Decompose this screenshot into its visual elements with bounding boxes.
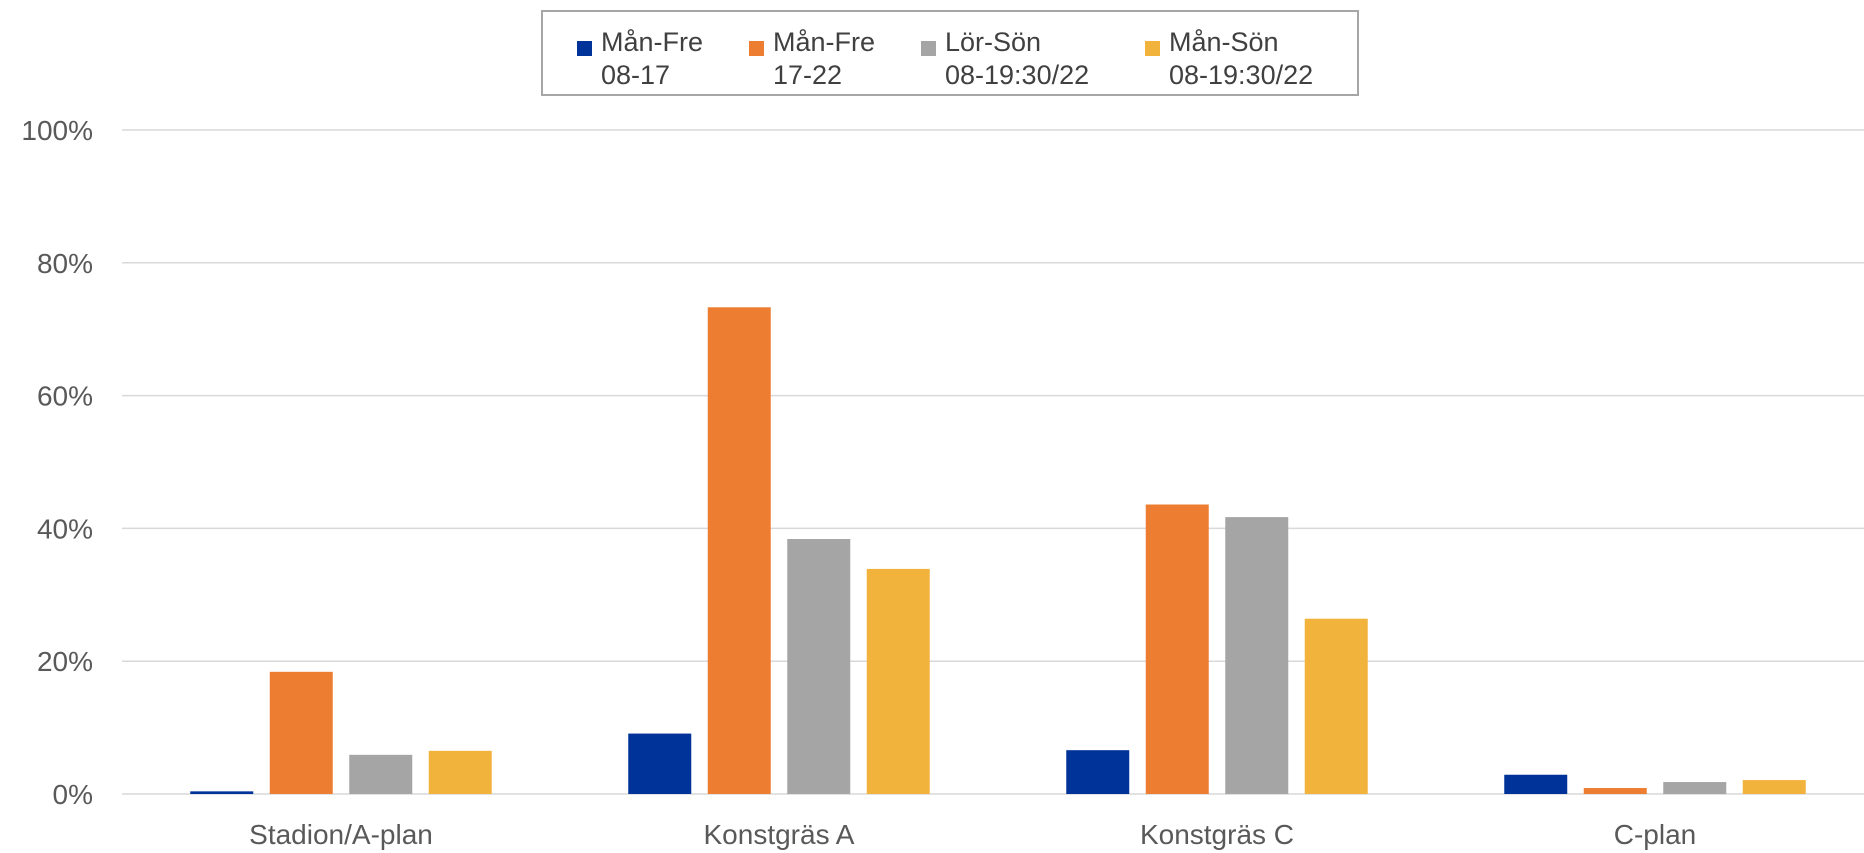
- bar: [787, 539, 851, 794]
- legend-label-series-1: Mån-Fre 08-17: [601, 27, 704, 90]
- y-tick-label: 60%: [37, 381, 93, 412]
- x-category-label: Stadion/A-plan: [249, 819, 433, 850]
- legend-swatch-series-3: [921, 41, 936, 56]
- y-tick-label: 100%: [21, 115, 93, 146]
- bar: [1504, 774, 1568, 794]
- chart-legend: Mån-Fre 08-17 Mån-Fre 17-22 Lör-Sön 08-1…: [541, 10, 1359, 96]
- y-tick-label: 80%: [37, 248, 93, 279]
- bar: [1304, 618, 1368, 794]
- bar: [1225, 517, 1289, 794]
- bar: [269, 671, 333, 794]
- legend-label-series-2: Mån-Fre 17-22: [773, 27, 876, 90]
- y-tick-label: 20%: [37, 646, 93, 677]
- bar: [1066, 750, 1130, 794]
- bar: [866, 568, 930, 794]
- bar: [428, 750, 492, 794]
- legend-swatch-series-2: [749, 41, 764, 56]
- bar: [1663, 782, 1727, 794]
- x-category-label: Konstgräs A: [704, 819, 855, 850]
- legend-label-series-4: Mån-Sön 08-19:30/22: [1169, 27, 1314, 90]
- legend-label-series-3: Lör-Sön 08-19:30/22: [945, 27, 1090, 90]
- x-category-label: C-plan: [1614, 819, 1696, 850]
- y-tick-label: 40%: [37, 513, 93, 544]
- bar: [1742, 780, 1806, 794]
- legend-swatch-series-1: [577, 41, 592, 56]
- bar: [349, 754, 413, 794]
- x-category-label: Konstgräs C: [1140, 819, 1294, 850]
- y-tick-label: 0%: [53, 779, 93, 810]
- bar: [628, 733, 692, 794]
- bar: [190, 791, 254, 794]
- bar: [1583, 788, 1647, 794]
- bar: [1145, 504, 1209, 794]
- bar: [707, 307, 771, 794]
- legend-swatch-series-4: [1145, 41, 1160, 56]
